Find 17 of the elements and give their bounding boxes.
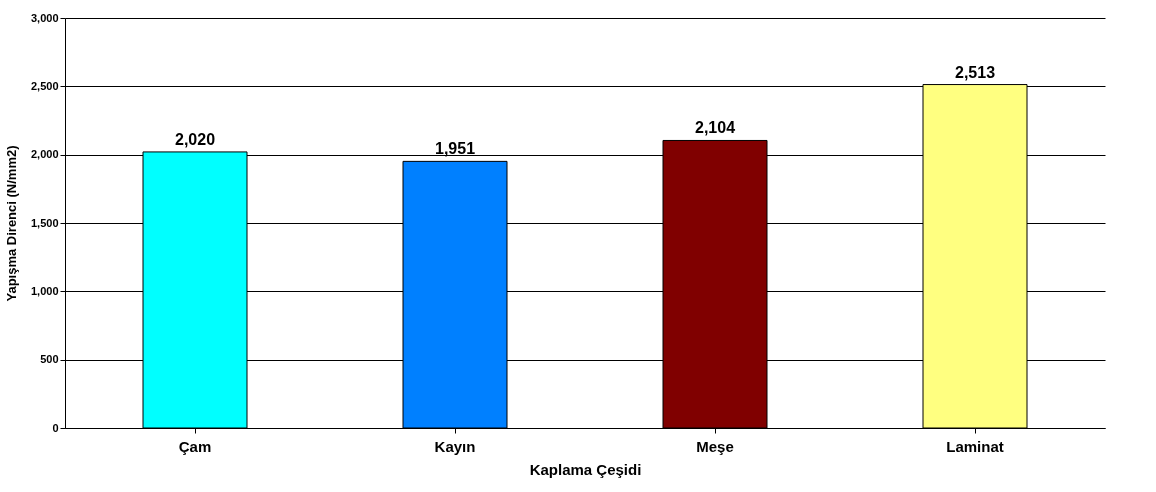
x-axis-title: Kaplama Çeşidi: [529, 460, 642, 478]
x-tick-label: Çam: [178, 437, 212, 455]
y-tick-label: 500: [40, 353, 59, 366]
data-label: 2,513: [954, 63, 996, 81]
data-label: 1,951: [434, 140, 476, 158]
x-tick-label: Kayın: [434, 437, 476, 455]
x-tick-label: Laminat: [946, 437, 1004, 455]
data-label: 2,104: [694, 119, 736, 137]
y-tick-label: 3,000: [30, 11, 59, 24]
y-tick-label: 0: [52, 421, 59, 434]
y-tick-label: 2,000: [30, 148, 59, 161]
data-label: 2,020: [174, 130, 216, 148]
x-tick-label: Meşe: [696, 437, 734, 455]
y-axis-title: Yapışma Direnci (N/mm2): [3, 145, 19, 302]
y-tick-label: 2,500: [30, 79, 59, 92]
y-tick-label: 1,000: [30, 284, 59, 297]
y-tick-label: 1,500: [30, 216, 59, 229]
